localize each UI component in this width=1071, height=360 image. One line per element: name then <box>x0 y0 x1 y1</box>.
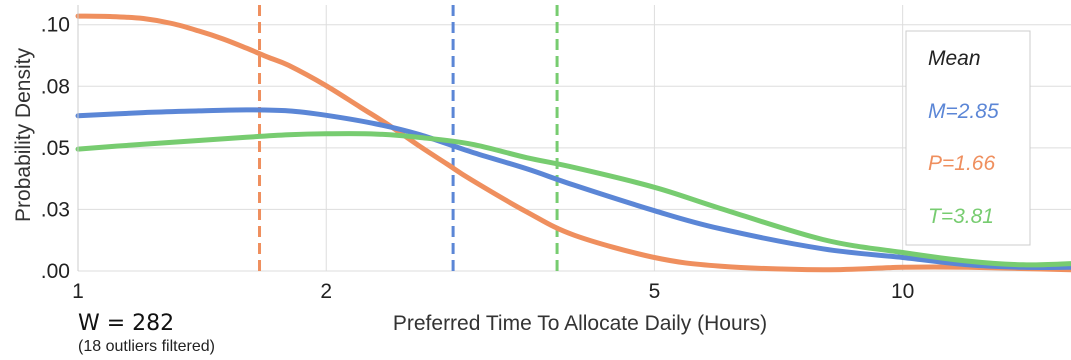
y-tick-label: .08 <box>41 75 70 98</box>
x-axis-title: Preferred Time To Allocate Daily (Hours) <box>393 312 767 335</box>
y-tick-label: .00 <box>41 260 70 283</box>
axes: .00 .03 .05 .08 .10 1 2 5 10 <box>41 5 914 303</box>
y-tick-label: .10 <box>41 14 70 37</box>
x-tick-label: 2 <box>320 280 332 303</box>
y-tick-label: .05 <box>41 137 70 160</box>
density-curve <box>75 107 1071 270</box>
legend: Mean M=2.85 P=1.66 T=3.81 <box>905 30 1031 246</box>
x-tick-label: 5 <box>649 280 661 303</box>
outliers-note: (18 outliers filtered) <box>78 338 215 355</box>
legend-title: Mean <box>928 47 981 70</box>
density-curves <box>75 13 1071 273</box>
legend-box <box>905 30 1031 246</box>
x-tick-label: 1 <box>72 280 84 303</box>
legend-entry-m: M=2.85 <box>928 100 999 123</box>
legend-entry-t: T=3.81 <box>928 205 994 228</box>
y-axis-title: Probability Density <box>12 48 35 222</box>
y-tick-label: .03 <box>41 198 70 221</box>
x-tick-label: 10 <box>891 280 914 303</box>
sample-size-label: W = 282 <box>78 311 174 336</box>
density-curve <box>75 131 1071 268</box>
legend-entry-p: P=1.66 <box>928 152 995 175</box>
